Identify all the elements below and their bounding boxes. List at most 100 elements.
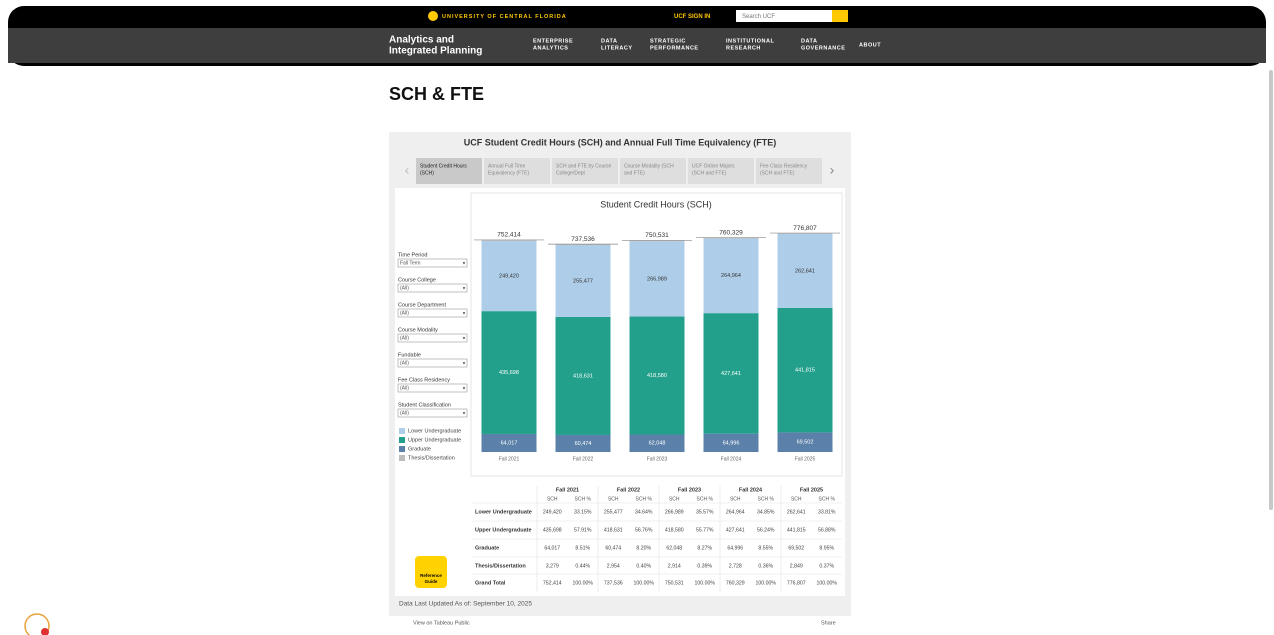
search-placeholder[interactable]: Search UCF (742, 14, 775, 20)
value-label: 64,996 (723, 440, 740, 446)
filter-label: Fee Class Residency (398, 377, 450, 383)
table-cell: 2,914 (668, 563, 681, 569)
reference-guide-label[interactable]: Guide (425, 579, 438, 584)
table-cell: 776,807 (787, 580, 806, 586)
bar-segment (481, 239, 537, 241)
site-title: Analytics and (389, 35, 454, 46)
filter-label: Student Classification (398, 402, 451, 408)
table-subheader: SCH (791, 496, 802, 502)
table-header: Fall 2022 (617, 487, 640, 493)
tab-next[interactable]: › (830, 162, 835, 178)
filter-dropdown[interactable] (397, 308, 468, 318)
tab-label[interactable]: (SCH and FTE) (692, 170, 727, 176)
toolbar-share[interactable]: Share (821, 620, 836, 626)
x-tick-label: Fall 2021 (499, 456, 520, 462)
site-title: Integrated Planning (389, 46, 482, 57)
filter-value[interactable]: Fall Term (400, 261, 420, 267)
dropdown-arrow: ▼ (462, 310, 466, 315)
nav-item[interactable]: GOVERNANCE (801, 45, 845, 51)
tab-label[interactable]: Annual Full Time (488, 163, 525, 169)
filter-value[interactable]: (All) (400, 336, 409, 342)
filter-value[interactable]: (All) (400, 386, 409, 392)
reference-guide-icon[interactable] (415, 556, 447, 588)
value-label: 441,815 (795, 368, 815, 374)
tab[interactable] (552, 158, 618, 184)
nav-item[interactable]: DATA (601, 38, 617, 44)
tab-prev[interactable]: ‹ (405, 162, 410, 178)
table-cell: 266,989 (665, 509, 684, 515)
filter-label: Time Period (398, 252, 427, 258)
nav-item[interactable]: ANALYTICS (533, 45, 568, 51)
filter-dropdown[interactable] (397, 283, 468, 293)
legend-label: Graduate (408, 446, 431, 452)
tab-label[interactable]: and FTE) (624, 170, 645, 176)
bar-segment (629, 241, 685, 317)
table-cell: 60,474 (605, 545, 621, 551)
search-button[interactable] (832, 10, 848, 22)
sign-in[interactable]: UCF SIGN IN (674, 14, 710, 20)
scrollbar (1269, 70, 1273, 510)
bar-segment (481, 433, 537, 452)
table-cell: 33.81% (818, 509, 836, 515)
nav-item[interactable]: LITERACY (601, 45, 633, 51)
bar-segment (777, 432, 833, 452)
toolbar-view[interactable]: View on Tableau Public (413, 620, 470, 626)
filter-dropdown[interactable] (397, 258, 468, 268)
legend-label: Upper Undergraduate (408, 437, 461, 443)
bar-segment (555, 244, 611, 317)
tab-label[interactable]: Course Modality (SCH (624, 163, 674, 169)
filter-value[interactable]: (All) (400, 411, 409, 417)
nav-bar (8, 28, 1266, 63)
tab-label[interactable]: Fee Class Residency (760, 163, 808, 169)
tab-label[interactable]: (SCH and FTE) (760, 170, 795, 176)
nav-item[interactable]: ENTERPRISE (533, 38, 573, 44)
total-label: 752,414 (497, 232, 521, 239)
filter-value[interactable]: (All) (400, 361, 409, 367)
tab-label[interactable]: Student Credit Hours (420, 163, 467, 169)
nav-item[interactable]: DATA (801, 38, 817, 44)
tab[interactable] (688, 158, 754, 184)
table-cell: 255,477 (604, 509, 623, 515)
filter-dropdown[interactable] (397, 358, 468, 368)
tab[interactable] (620, 158, 686, 184)
bar-segment (629, 240, 685, 242)
dropdown-arrow: ▼ (462, 360, 466, 365)
nav-item[interactable]: PERFORMANCE (650, 45, 699, 51)
dropdown-arrow: ▼ (462, 260, 466, 265)
table-cell: 69,502 (788, 545, 804, 551)
table-cell: 0.40% (636, 563, 651, 569)
tab-label[interactable]: (SCH) (420, 170, 434, 176)
filter-dropdown[interactable] (397, 383, 468, 393)
filter-dropdown[interactable] (397, 333, 468, 343)
bar-segment (777, 233, 833, 308)
table-cell: 8.55% (758, 545, 773, 551)
filter-value[interactable]: (All) (400, 286, 409, 292)
tab-label[interactable]: UCF Online Majors (692, 163, 735, 169)
tab-label[interactable]: SCH and FTE by Course (556, 163, 612, 169)
nav-item[interactable]: STRATEGIC (650, 38, 686, 44)
tab[interactable] (416, 158, 482, 184)
legend-swatch (399, 455, 405, 461)
filter-dropdown[interactable] (397, 408, 468, 418)
university-name: UNIVERSITY OF CENTRAL FLORIDA (442, 14, 567, 20)
filter-value[interactable]: (All) (400, 311, 409, 317)
chart-title: Student Credit Hours (SCH) (600, 199, 712, 209)
nav-item[interactable]: INSTITUTIONAL (726, 38, 774, 44)
tab-label[interactable]: Equivalency (FTE) (488, 170, 529, 176)
table-cell: 418,580 (665, 527, 684, 533)
total-label: 750,531 (645, 232, 669, 239)
tab-label[interactable]: College/Dept (556, 170, 586, 176)
table-cell: 64,017 (544, 545, 560, 551)
table-cell: 33.15% (574, 509, 592, 515)
tab[interactable] (484, 158, 550, 184)
tab[interactable] (756, 158, 822, 184)
table-cell: 264,964 (726, 509, 745, 515)
value-label: 418,580 (647, 373, 667, 379)
search-box[interactable] (736, 10, 848, 22)
table-cell: 760,329 (726, 580, 745, 586)
value-label: 427,641 (721, 371, 741, 377)
nav-item[interactable]: RESEARCH (726, 45, 761, 51)
nav-item[interactable]: ABOUT (859, 42, 881, 48)
table-cell: 752,414 (543, 580, 562, 586)
reference-guide-label[interactable]: Reference (420, 573, 442, 578)
